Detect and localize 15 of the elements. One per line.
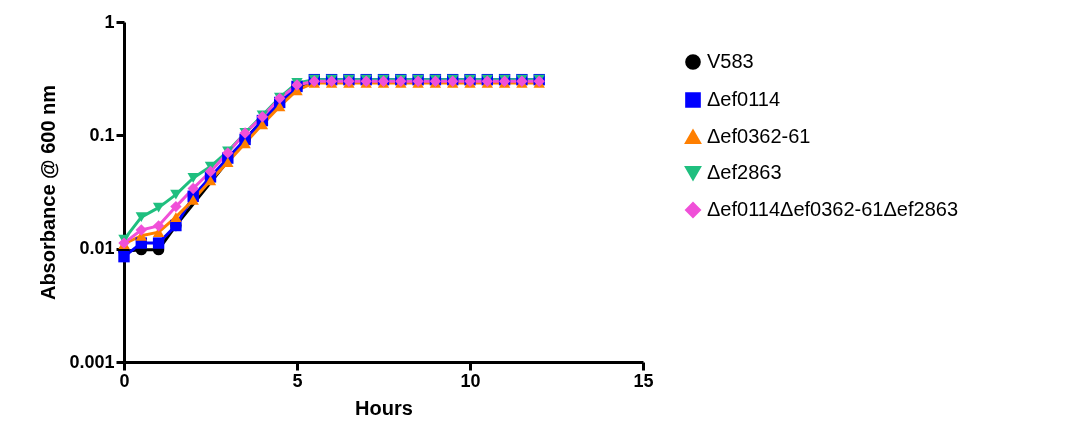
y-tick-label: 0.1: [89, 124, 115, 145]
x-tick-label: 15: [633, 370, 654, 391]
y-axis-title: Absorbance @ 600 nm: [37, 84, 60, 301]
y-tick-label: 0.01: [79, 238, 115, 259]
y-tick-label: 0.001: [69, 351, 115, 372]
x-axis-title: Hours: [355, 396, 413, 419]
legend-label: Δef2863: [707, 161, 782, 183]
legend-label: V583: [707, 50, 754, 72]
x-tick-label: 5: [292, 370, 303, 391]
legend-label: Δef0362-61: [707, 125, 811, 147]
y-tick-label: 1: [104, 11, 115, 32]
legend-label: Δef0114: [707, 88, 781, 110]
x-tick-label: 0: [119, 370, 130, 391]
legend-label: Δef0114Δef0362-61Δef2863: [707, 198, 959, 220]
x-tick-label: 10: [460, 370, 481, 391]
